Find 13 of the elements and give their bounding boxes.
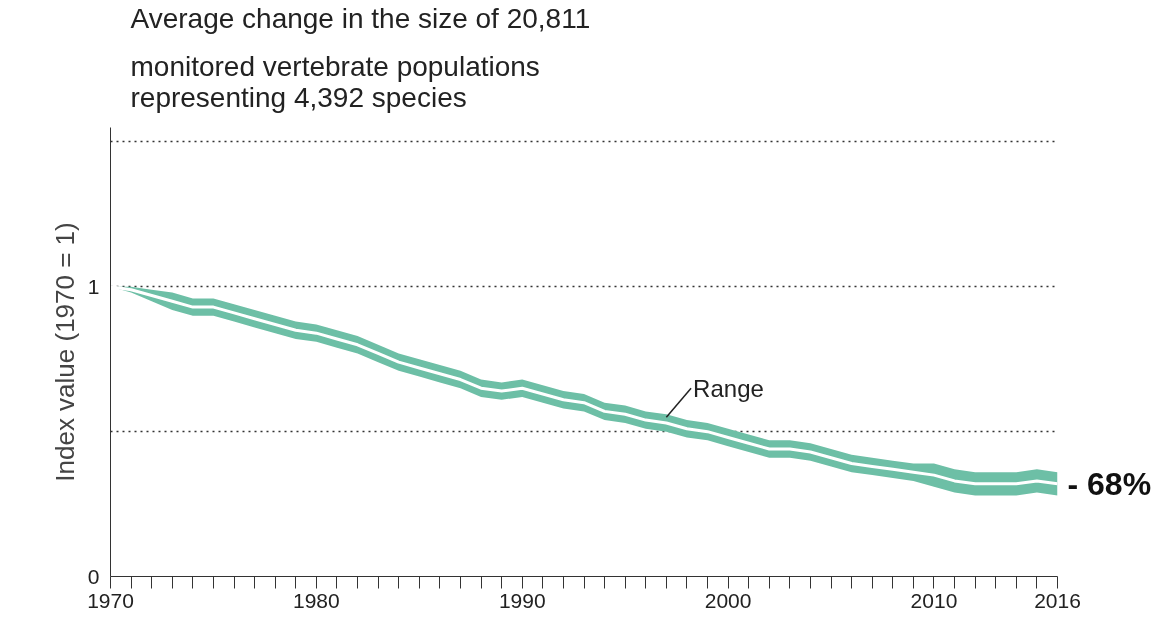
x-tick-label: 1970 bbox=[87, 588, 134, 612]
chart-title: Average change in the size of 20,811 bbox=[130, 2, 591, 34]
annotation: - 68% bbox=[1067, 465, 1152, 502]
x-tick-label: 1980 bbox=[293, 588, 340, 612]
annotation: Range bbox=[693, 374, 764, 402]
x-tick-label: 2010 bbox=[910, 588, 958, 612]
y-tick-label: 1 bbox=[87, 274, 100, 298]
chart-subtitle: monitored vertebrate populations representing 4,392 species bbox=[130, 50, 540, 113]
x-tick-label: 2016 bbox=[1034, 588, 1081, 612]
x-tick-label: 2000 bbox=[704, 588, 752, 612]
x-tick-label: 1990 bbox=[498, 588, 546, 612]
y-axis-title: Index value (1970 = 1) bbox=[49, 222, 80, 482]
y-tick-label: 0 bbox=[87, 564, 100, 588]
